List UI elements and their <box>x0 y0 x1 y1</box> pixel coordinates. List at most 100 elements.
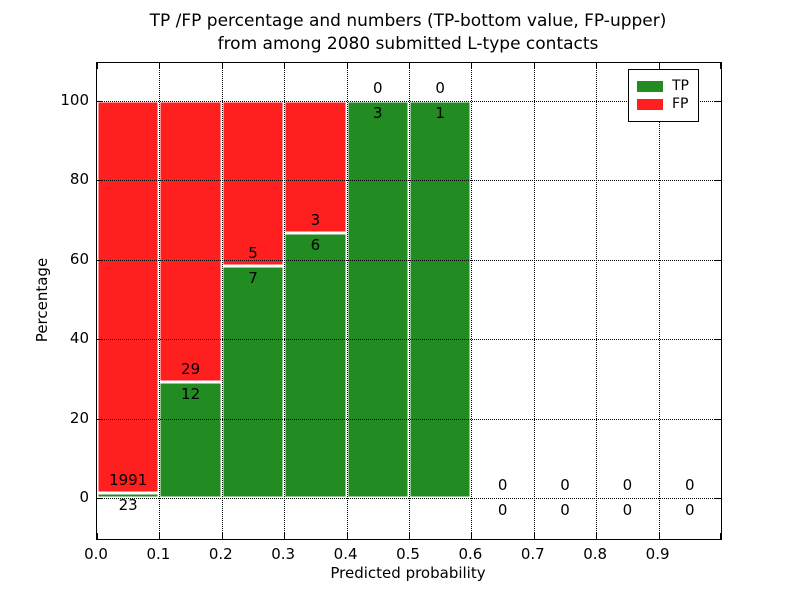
v-gridline-0.1 <box>159 63 161 539</box>
bar-segment-fp-0.1-0.2 <box>159 101 222 382</box>
x-tick-label-0.1: 0.1 <box>146 545 171 563</box>
x-tick-top <box>658 63 660 69</box>
v-gridline-0.2 <box>221 63 223 539</box>
tp-count-label-0.0-0.1: 23 <box>118 496 138 515</box>
y-tick-label-20: 20 <box>69 408 89 427</box>
x-tick-bottom <box>720 533 721 539</box>
y-tick-label-40: 40 <box>69 329 89 348</box>
fp-count-label-0.1-0.2: 29 <box>181 359 201 378</box>
tp-count-label-0.7-0.8: 0 <box>560 501 570 519</box>
y-tick-right <box>715 180 721 182</box>
y-tick-label-100: 100 <box>60 91 89 109</box>
x-tick-top <box>346 63 348 69</box>
bar-segment-fp-0.3-0.4 <box>284 101 347 234</box>
x-tick-bottom <box>284 533 286 539</box>
fp-count-label-0.2-0.3: 5 <box>248 244 258 263</box>
x-tick-bottom <box>346 533 348 539</box>
y-tick-label-0: 0 <box>79 488 89 506</box>
x-tick-top <box>409 63 410 69</box>
y-tick-left <box>97 180 103 182</box>
x-tick-top <box>97 63 98 69</box>
tp-count-label-0.5-0.6: 1 <box>435 104 445 122</box>
y-tick-left <box>97 498 103 499</box>
fp-color-swatch <box>637 99 663 110</box>
fp-count-label-0.3-0.4: 3 <box>310 211 321 230</box>
legend-label-tp: TP <box>672 78 689 94</box>
x-axis-label: Predicted probability <box>330 564 486 582</box>
y-tick-right <box>715 498 721 499</box>
bar-segment-tp-0.0-0.1 <box>97 493 160 498</box>
legend: TP FP <box>628 69 699 122</box>
y-tick-left <box>97 259 103 261</box>
x-tick-label-0.5: 0.5 <box>396 545 420 563</box>
v-gridline-0.5 <box>409 63 410 539</box>
chart-title: TP /FP percentage and numbers (TP-bottom… <box>96 10 720 56</box>
x-tick-top <box>284 63 286 69</box>
v-gridline-0.6 <box>471 63 473 539</box>
chart-title-line2: from among 2080 submitted L-type contact… <box>217 34 599 54</box>
y-tick-right <box>715 101 721 102</box>
tp-count-label-0.9-1.0: 0 <box>685 501 695 519</box>
bar-segment-fp-0.0-0.1 <box>97 101 160 494</box>
chart-title-line1: TP /FP percentage and numbers (TP-bottom… <box>149 11 667 31</box>
x-tick-top <box>221 63 223 69</box>
x-tick-bottom <box>533 533 535 539</box>
fp-count-label-0.5-0.6: 0 <box>435 79 445 97</box>
legend-label-fp: FP <box>672 96 689 112</box>
x-tick-top <box>596 63 598 69</box>
bar-segment-tp-0.5-0.6 <box>409 101 472 498</box>
x-tick-label-0.4: 0.4 <box>333 545 358 563</box>
y-tick-left <box>97 339 103 341</box>
x-tick-top <box>720 63 721 69</box>
y-tick-right <box>715 259 721 261</box>
x-tick-label-0.0: 0.0 <box>84 545 108 563</box>
fp-count-label-0.8-0.9: 0 <box>622 476 633 494</box>
fp-count-label-0.9-1.0: 0 <box>685 476 695 494</box>
x-tick-label-0.9: 0.9 <box>645 545 670 563</box>
legend-entry-tp: TP <box>637 79 689 94</box>
x-tick-label-0.3: 0.3 <box>271 545 296 563</box>
fp-count-label-0.6-0.7: 0 <box>497 476 508 494</box>
tp-count-label-0.3-0.4: 6 <box>310 236 321 255</box>
bar-segment-tp-0.3-0.4 <box>284 233 347 498</box>
v-gridline-0.9 <box>658 63 660 539</box>
x-tick-top <box>471 63 473 69</box>
y-tick-left <box>97 418 103 420</box>
x-tick-bottom <box>596 533 598 539</box>
x-tick-bottom <box>97 533 98 539</box>
fp-count-label-0.0-0.1: 1991 <box>109 471 148 490</box>
tp-count-label-0.8-0.9: 0 <box>622 501 633 519</box>
x-tick-bottom <box>658 533 660 539</box>
tp-count-label-0.1-0.2: 12 <box>181 384 201 403</box>
x-tick-bottom <box>221 533 223 539</box>
fp-count-label-0.7-0.8: 0 <box>560 476 570 494</box>
fp-count-label-0.4-0.5: 0 <box>373 79 383 97</box>
tp-color-swatch <box>637 81 663 92</box>
y-tick-label-60: 60 <box>69 249 89 268</box>
x-tick-label-0.6: 0.6 <box>458 545 483 563</box>
y-tick-left <box>97 101 103 102</box>
bar-segment-tp-0.4-0.5 <box>346 101 409 498</box>
legend-entry-fp: FP <box>637 97 689 112</box>
x-tick-top <box>159 63 161 69</box>
x-tick-bottom <box>159 533 161 539</box>
tp-count-label-0.2-0.3: 7 <box>248 269 258 288</box>
y-tick-right <box>715 339 721 341</box>
bar-segment-tp-0.1-0.2 <box>159 381 222 498</box>
bar-segment-fp-0.2-0.3 <box>221 101 285 267</box>
v-gridline-0.8 <box>596 63 598 539</box>
bar-segment-tp-0.2-0.3 <box>221 266 285 498</box>
x-tick-top <box>533 63 535 69</box>
v-gridline-0.4 <box>346 63 348 539</box>
y-tick-label-80: 80 <box>69 170 89 189</box>
v-gridline-0.7 <box>533 63 535 539</box>
y-tick-right <box>715 418 721 420</box>
tp-count-label-0.6-0.7: 0 <box>497 501 508 519</box>
x-tick-label-0.2: 0.2 <box>208 545 233 563</box>
plot-area: 1991 23 29 12 5 7 3 6 0 3 0 1 0 0 0 0 0 0 0 0 TP FP <box>96 62 722 540</box>
x-tick-bottom <box>471 533 473 539</box>
x-tick-label-0.7: 0.7 <box>520 545 545 563</box>
tp-count-label-0.4-0.5: 3 <box>373 104 383 122</box>
v-gridline-0.3 <box>284 63 286 539</box>
